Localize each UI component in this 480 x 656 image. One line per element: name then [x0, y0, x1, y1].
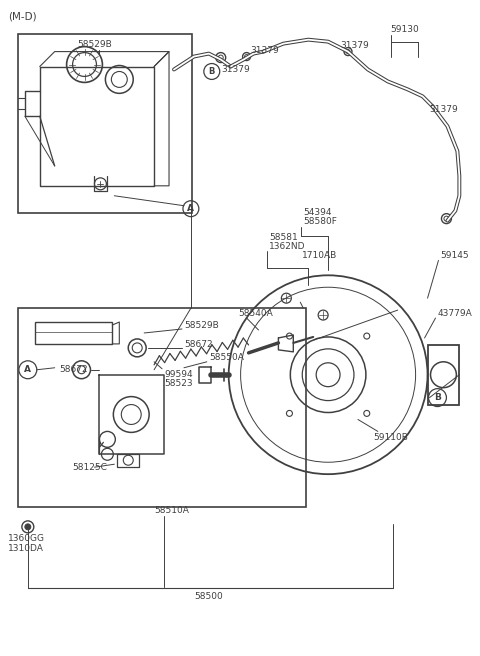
Text: B: B — [209, 67, 215, 76]
Bar — [18, 33, 192, 213]
Text: 58510A: 58510A — [154, 506, 189, 516]
Text: 58529B: 58529B — [78, 40, 112, 49]
Text: 31379: 31379 — [251, 46, 279, 55]
Text: 1360GG: 1360GG — [8, 534, 45, 543]
Text: 59110B: 59110B — [373, 433, 408, 442]
Bar — [18, 308, 306, 507]
Text: 1310DA: 1310DA — [8, 544, 44, 553]
Text: 58523: 58523 — [164, 379, 192, 388]
Text: 58550A: 58550A — [209, 354, 244, 362]
Text: 59130: 59130 — [391, 25, 420, 34]
Text: 31379: 31379 — [430, 105, 458, 113]
Text: A: A — [187, 204, 194, 213]
Text: 58500: 58500 — [194, 592, 223, 601]
Text: 58125C: 58125C — [72, 462, 108, 472]
Text: (M-D): (M-D) — [8, 12, 36, 22]
Text: 58529B: 58529B — [184, 321, 219, 329]
Text: 31379: 31379 — [340, 41, 369, 50]
Bar — [428, 345, 459, 405]
Text: 31379: 31379 — [222, 65, 251, 74]
Text: B: B — [434, 393, 441, 402]
Text: 58580F: 58580F — [303, 217, 337, 226]
Text: 58540A: 58540A — [239, 308, 274, 318]
Text: 54394: 54394 — [303, 208, 332, 217]
Text: 1710AB: 1710AB — [302, 251, 337, 260]
Text: A: A — [24, 365, 31, 375]
Circle shape — [25, 524, 31, 530]
Text: 58672: 58672 — [184, 340, 213, 350]
Bar — [35, 322, 112, 344]
Text: 58581: 58581 — [269, 233, 298, 242]
Text: 1362ND: 1362ND — [269, 242, 306, 251]
Text: 43779A: 43779A — [437, 308, 472, 318]
Text: 59145: 59145 — [441, 251, 469, 260]
Text: 58672: 58672 — [60, 365, 88, 375]
Text: 99594: 99594 — [164, 370, 192, 379]
